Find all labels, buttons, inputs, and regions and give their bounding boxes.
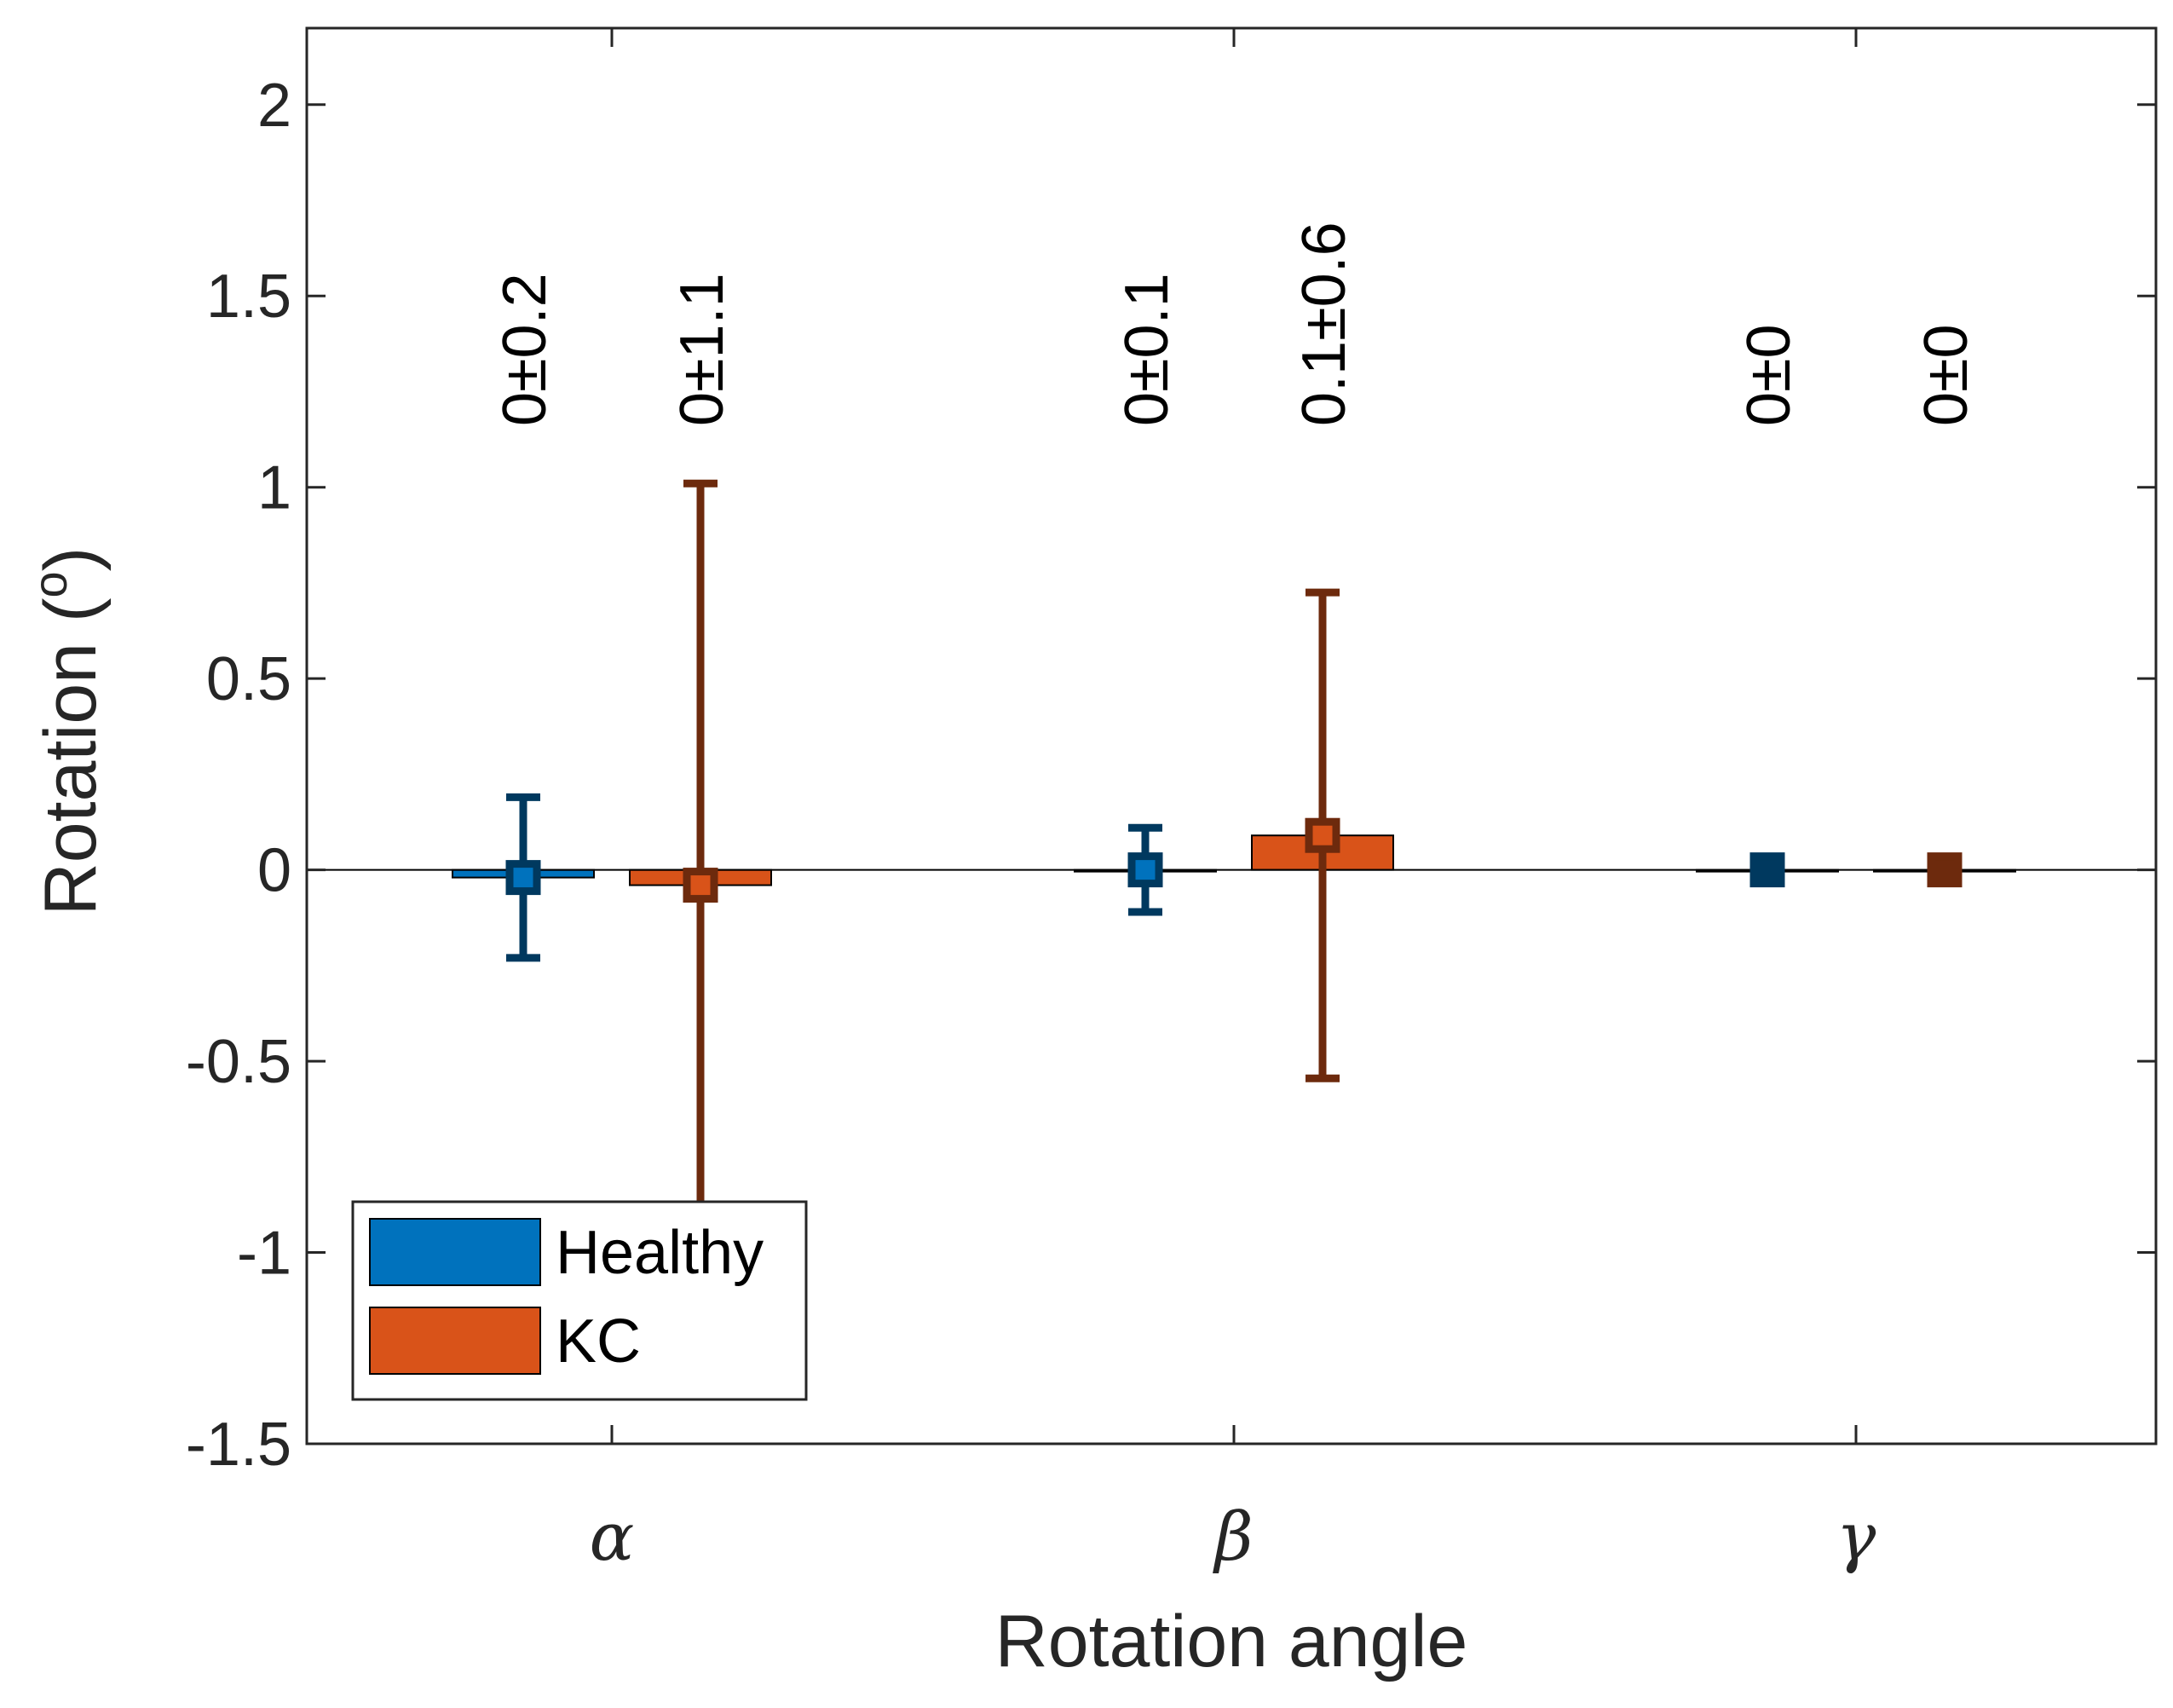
- y-axis-title-close: ): [30, 547, 112, 572]
- y-tick-label: 1.5: [206, 263, 291, 331]
- category-label: α: [590, 1499, 635, 1576]
- mean-marker: [505, 860, 541, 896]
- y-tick-label: -1.5: [186, 1411, 291, 1479]
- plot-frame: [305, 26, 2158, 1445]
- mean-marker: [1927, 852, 1963, 888]
- value-annotation: 0±0.2: [491, 273, 559, 426]
- value-annotation: 0.1±0.6: [1290, 222, 1358, 426]
- value-annotation: 0±1.1: [668, 273, 736, 426]
- legend-label: Healthy: [556, 1219, 764, 1287]
- legend-swatch: [369, 1218, 541, 1286]
- y-tick-label: 2: [257, 72, 291, 140]
- value-annotation: 0±0.1: [1113, 273, 1181, 426]
- mean-marker: [1305, 817, 1340, 853]
- mean-marker: [1749, 852, 1785, 888]
- legend-swatch: [369, 1307, 541, 1375]
- mean-marker: [683, 868, 718, 903]
- y-tick-label: 0: [257, 837, 291, 905]
- value-annotation: 0±0: [1912, 324, 1980, 426]
- y-axis-title: Rotation (o): [23, 547, 112, 916]
- y-axis-title-text: Rotation (: [30, 597, 112, 915]
- category-label: β: [1212, 1499, 1253, 1576]
- legend: Healthy KC: [351, 1200, 808, 1401]
- mean-marker: [1127, 852, 1163, 888]
- y-tick-label: 0.5: [206, 645, 291, 713]
- category-label: γ: [1836, 1499, 1876, 1576]
- y-axis-title-superscript: o: [23, 571, 77, 597]
- legend-label: KC: [556, 1307, 641, 1376]
- axis-ticks: [307, 28, 2156, 1445]
- y-tick-label: 1: [257, 454, 291, 522]
- y-tick-label: -1: [237, 1220, 291, 1288]
- marks: [307, 479, 2156, 1291]
- y-tick-label: -0.5: [186, 1028, 291, 1096]
- value-annotation: 0±0: [1735, 324, 1803, 426]
- x-axis-title: Rotation angle: [995, 1601, 1468, 1682]
